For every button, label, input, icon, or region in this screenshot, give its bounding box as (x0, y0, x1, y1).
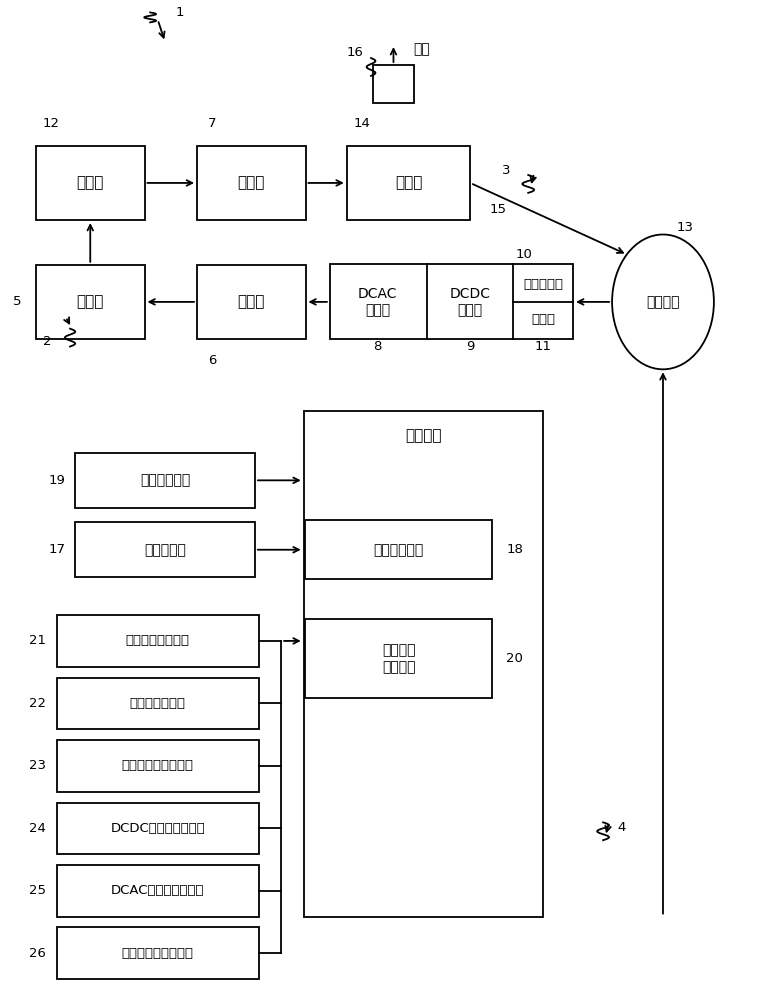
Text: 26: 26 (30, 947, 46, 960)
Text: 7: 7 (207, 117, 217, 130)
Bar (305, 520, 492, 579)
Text: 散热器: 散热器 (76, 175, 104, 190)
Text: 内燃发动机控制装置: 内燃发动机控制装置 (122, 947, 194, 960)
Text: 发动机罩开关: 发动机罩开关 (140, 473, 190, 487)
Text: 电动水泵: 电动水泵 (646, 295, 680, 309)
Text: 逆变器: 逆变器 (238, 175, 265, 190)
Text: 气泡去除
控制单元: 气泡去除 控制单元 (382, 644, 416, 674)
Bar (57, 865, 259, 917)
Bar (75, 453, 255, 508)
Text: 25: 25 (30, 884, 46, 897)
Bar (36, 146, 145, 220)
Bar (57, 678, 259, 729)
Text: 14: 14 (354, 117, 370, 130)
Text: 3: 3 (502, 164, 510, 177)
Text: DCAC逆变器控制装置: DCAC逆变器控制装置 (111, 884, 204, 897)
Text: 入口: 入口 (413, 42, 430, 56)
Text: 充电器: 充电器 (531, 313, 555, 326)
Text: 12: 12 (42, 117, 60, 130)
Bar (57, 740, 259, 792)
Text: 6: 6 (207, 354, 216, 367)
Bar (57, 803, 259, 854)
Text: 8: 8 (373, 340, 382, 353)
Text: 1: 1 (176, 6, 185, 19)
Text: 24: 24 (30, 822, 46, 835)
Bar (330, 264, 573, 339)
Text: 13: 13 (677, 221, 694, 234)
Text: 电池状态检测装置: 电池状态检测装置 (126, 634, 190, 647)
Text: DCDC
转换器: DCDC 转换器 (450, 287, 491, 317)
Text: 5: 5 (13, 295, 21, 308)
Bar (57, 615, 259, 667)
Text: DCAC
逆变器: DCAC 逆变器 (358, 287, 397, 317)
Bar (75, 522, 255, 577)
Text: 电池充电器控制装置: 电池充电器控制装置 (122, 759, 194, 772)
Text: 11: 11 (534, 340, 552, 353)
Text: 16: 16 (346, 46, 363, 59)
Text: DCDC转换器控制装置: DCDC转换器控制装置 (111, 822, 205, 835)
Text: 发电机: 发电机 (238, 294, 265, 309)
Text: 9: 9 (466, 340, 474, 353)
Text: 电动机: 电动机 (76, 294, 104, 309)
Text: 逆变器控制装置: 逆变器控制装置 (129, 697, 185, 710)
Text: 4: 4 (618, 821, 626, 834)
Text: 18: 18 (506, 543, 523, 556)
Text: 冷却控制单元: 冷却控制单元 (374, 543, 424, 557)
Text: 水温传感器: 水温传感器 (144, 543, 186, 557)
Bar (197, 265, 306, 339)
Text: 20: 20 (506, 652, 523, 665)
Text: 除气罐: 除气罐 (394, 175, 422, 190)
Text: 19: 19 (48, 474, 65, 487)
Bar (304, 411, 544, 917)
Bar (197, 146, 306, 220)
Text: 21: 21 (30, 634, 46, 647)
Text: 23: 23 (30, 759, 46, 772)
Text: 控制装置: 控制装置 (405, 428, 441, 443)
Text: 10: 10 (516, 248, 533, 261)
Bar (305, 619, 492, 698)
Bar (373, 65, 414, 103)
Text: 22: 22 (30, 697, 46, 710)
Text: 高电压电池: 高电压电池 (523, 278, 563, 291)
Bar (36, 265, 145, 339)
Text: 17: 17 (48, 543, 65, 556)
Text: 2: 2 (43, 335, 51, 348)
Bar (347, 146, 470, 220)
Text: 15: 15 (490, 203, 506, 216)
Bar (57, 927, 259, 979)
